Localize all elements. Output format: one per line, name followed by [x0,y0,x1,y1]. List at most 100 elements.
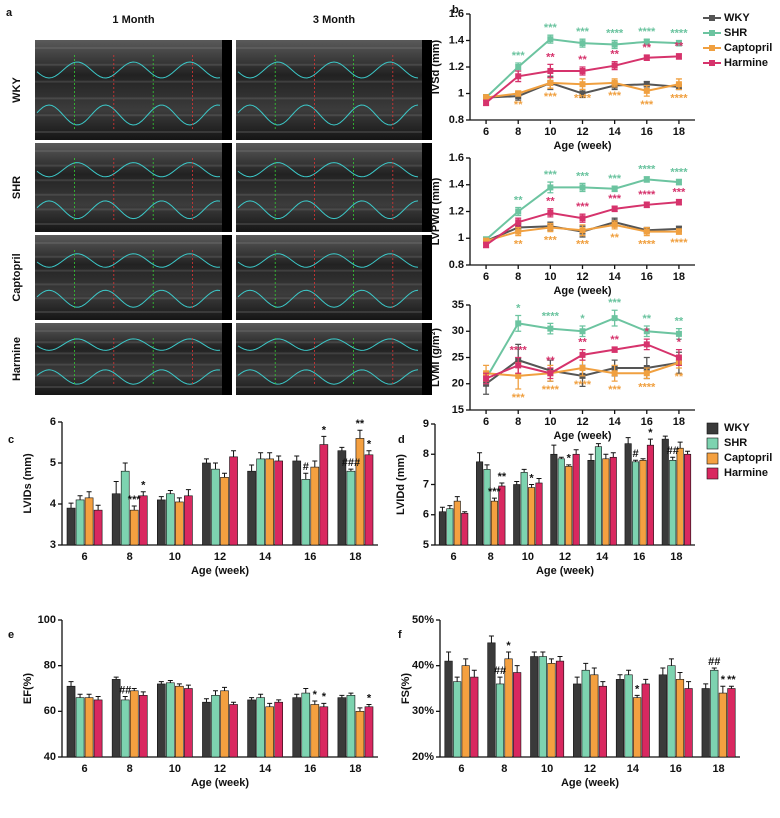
y-tick-label: 3 [50,539,56,551]
significance: ## [667,445,679,457]
bar [93,699,103,758]
bar [184,495,193,546]
point [643,370,650,377]
bar [75,697,85,758]
error-bar [491,497,497,502]
point [515,372,522,379]
x-axis-label: Age (week) [553,285,611,297]
x-axis-label: Age (week) [191,777,249,789]
error-bar [595,443,601,447]
point [579,81,586,88]
point [547,370,554,377]
error-bar [158,681,164,684]
x-tick-label: 18 [349,763,361,775]
wall-trace [237,253,419,268]
point [483,99,490,106]
bar [701,688,710,758]
x-tick-label: 6 [483,126,489,138]
wall-trace [237,369,419,385]
y-tick-label: 40 [44,751,56,763]
bar [632,461,640,546]
error-bar [140,491,146,496]
x-tick-label: 10 [169,551,181,563]
legend-swatch [706,467,719,480]
bar [727,688,736,758]
echo-scale [222,235,232,320]
y-tick-label: 1.4 [449,179,465,191]
error-bar [140,691,146,696]
y-tick-label: 0.8 [449,114,464,126]
error-bar [573,449,579,455]
x-axis-label: Age (week) [536,565,594,577]
y-tick-label: 1 [458,87,464,99]
legend-label: Captopril [724,42,772,54]
bar [166,682,175,758]
point [515,90,522,97]
significance: ** [643,42,652,54]
point [547,209,554,216]
error-bar [514,665,520,673]
x-tick-label: 10 [544,126,556,138]
bar [639,459,647,546]
x-tick-label: 12 [576,416,588,428]
bar [310,704,320,758]
x-axis-label: Age (week) [561,777,619,789]
error-bar [548,658,554,664]
wall-trace [36,61,221,79]
x-tick-label: 8 [127,551,133,563]
significance: *** [576,201,590,213]
significance: *** [608,297,622,309]
bar [364,706,374,758]
error-bar [454,496,460,502]
bar [75,499,85,546]
significance: **** [670,166,688,178]
significance: * [367,439,372,451]
error-bar [312,700,318,705]
bar [565,466,573,546]
error-bar [728,685,734,689]
y-tick-label: 20 [452,378,464,390]
point [547,79,554,86]
legend-label: Harmine [724,467,768,479]
legend-label: SHR [724,27,747,39]
bar [555,660,565,758]
error-bar [506,651,512,659]
point [611,41,618,48]
echo-image [236,235,432,320]
bar [487,642,496,758]
bar [346,470,356,546]
error-bar [312,460,318,468]
error-bar [670,456,676,461]
bar [256,458,265,546]
echo-scale [222,323,232,395]
error-bar [131,505,137,511]
bar [535,482,543,546]
echo-scale [422,235,432,320]
significance: ## [119,684,131,696]
bar [684,453,692,546]
x-tick-label: 18 [712,763,724,775]
error-bar [357,429,363,439]
x-tick-label: 6 [483,271,489,283]
echo-image [35,40,232,140]
significance: * [506,640,511,652]
bar [337,697,347,758]
error-bar [499,482,505,487]
error-bar [617,674,623,680]
point [579,227,586,234]
row-label: Captopril [11,253,23,301]
significance: *** [673,186,687,198]
wall-trace [36,289,221,308]
bar [676,447,684,546]
panel-label: c [8,434,14,446]
bar [550,453,558,546]
error-bar [660,667,666,675]
bar [129,690,139,758]
error-bar [212,690,218,696]
significance: **** [638,189,656,201]
y-tick-label: 1.2 [449,205,464,217]
bar [120,470,130,546]
legend-label: SHR [724,437,747,449]
y-tick-label: 8 [423,448,429,460]
